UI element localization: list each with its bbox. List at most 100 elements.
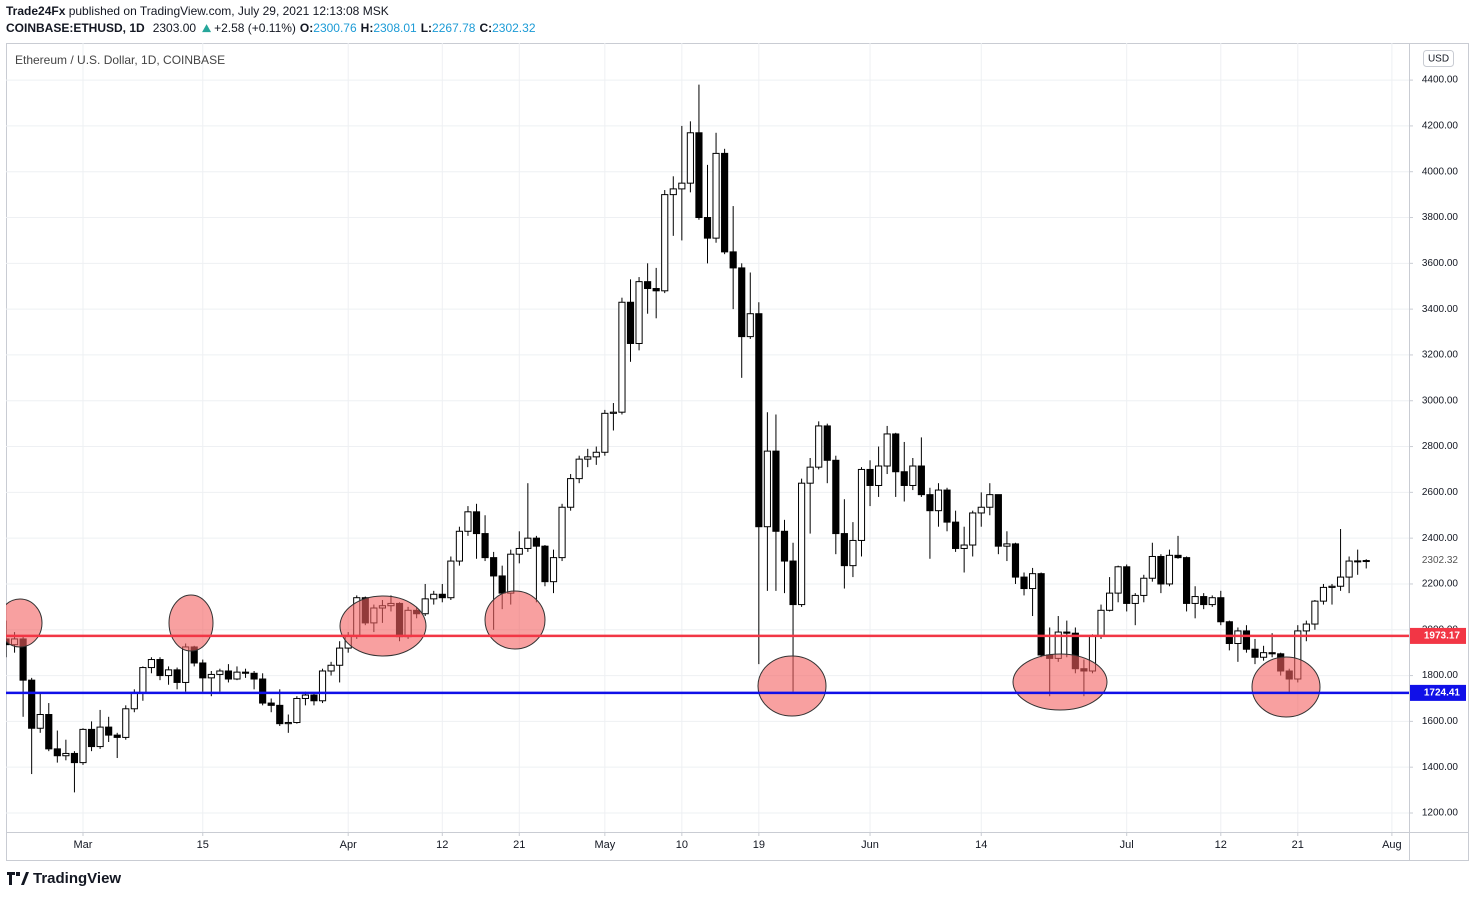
candle-body bbox=[472, 511, 481, 535]
candle-body bbox=[1063, 631, 1071, 634]
price-tag bbox=[1410, 684, 1466, 701]
candle-body bbox=[1311, 600, 1319, 625]
price-tag bbox=[1410, 627, 1466, 644]
x-tick-label: 21 bbox=[1292, 839, 1304, 851]
candle-body bbox=[1174, 554, 1182, 559]
x-tick-label: Jul bbox=[1120, 839, 1134, 851]
candle-body bbox=[857, 468, 866, 541]
candle-body bbox=[28, 679, 36, 729]
o-label: O: bbox=[300, 21, 313, 35]
x-tick-label: Mar bbox=[74, 839, 93, 851]
candle-body bbox=[62, 752, 70, 757]
candle-body bbox=[199, 662, 207, 679]
candle-body bbox=[310, 694, 318, 702]
candle-body bbox=[669, 188, 677, 196]
candle-body bbox=[498, 575, 506, 594]
highlight-circle bbox=[484, 590, 546, 650]
candle-body bbox=[70, 752, 79, 764]
x-tick-label: Jun bbox=[861, 839, 879, 851]
candle-body bbox=[515, 547, 523, 555]
highlight-circle bbox=[757, 655, 827, 717]
price-tag-label: 1973.17 bbox=[1424, 631, 1461, 642]
h-label: H: bbox=[361, 21, 374, 35]
candle-body bbox=[849, 539, 857, 567]
o-value: 2300.76 bbox=[313, 21, 357, 35]
candle-body bbox=[1037, 573, 1045, 656]
candle-body bbox=[130, 692, 138, 710]
candle-body bbox=[977, 506, 985, 514]
candle-body bbox=[909, 465, 917, 486]
candle-body bbox=[241, 671, 250, 674]
c-value: 2302.32 bbox=[492, 21, 536, 35]
candle-body bbox=[635, 281, 643, 344]
candle-body bbox=[1003, 543, 1011, 547]
candle-body bbox=[524, 537, 532, 549]
candle-body bbox=[815, 425, 823, 468]
candle-body bbox=[900, 471, 908, 486]
candle-body bbox=[721, 152, 729, 253]
candle-body bbox=[712, 152, 720, 239]
candle-body bbox=[45, 714, 53, 750]
highlight-circle bbox=[6, 598, 43, 648]
candle-body bbox=[729, 251, 737, 269]
candle-body bbox=[806, 466, 814, 484]
x-tick-label: 14 bbox=[975, 839, 987, 851]
l-value: 2267.78 bbox=[432, 21, 476, 35]
annotations bbox=[6, 590, 1321, 718]
candle-body bbox=[1251, 648, 1259, 658]
candle-body bbox=[618, 301, 626, 413]
candle-body bbox=[447, 560, 455, 599]
candle-body bbox=[755, 313, 763, 528]
chart-title: Ethereum / U.S. Dollar, 1D, COINBASE bbox=[15, 53, 225, 67]
candle-body bbox=[182, 646, 190, 683]
y-tick-label: 4200.00 bbox=[1422, 121, 1459, 132]
candle-body bbox=[421, 598, 429, 615]
candle-body bbox=[532, 537, 540, 547]
change: +2.58 (+0.11%) bbox=[214, 21, 296, 35]
candle-body bbox=[798, 482, 806, 606]
candle-body bbox=[592, 451, 600, 458]
candle-body bbox=[986, 494, 994, 508]
candle-body bbox=[1123, 566, 1131, 604]
candle-body bbox=[250, 672, 258, 680]
candle-body bbox=[164, 669, 173, 677]
candle-body bbox=[840, 533, 848, 567]
candle-body bbox=[507, 553, 515, 594]
candle-body bbox=[490, 557, 498, 577]
y-tick-label: 1200.00 bbox=[1422, 808, 1459, 819]
candle-body bbox=[763, 450, 771, 528]
candle-body bbox=[1259, 652, 1268, 658]
candle-body bbox=[1157, 555, 1165, 585]
candle-body bbox=[1165, 554, 1174, 585]
candle-body bbox=[224, 670, 233, 680]
candle-body bbox=[36, 714, 44, 729]
candle-body bbox=[1217, 597, 1225, 623]
candle-body bbox=[1029, 573, 1037, 590]
candle-body bbox=[661, 194, 669, 292]
candle-body bbox=[284, 722, 292, 725]
candle-body bbox=[122, 708, 130, 738]
x-tick-label: 19 bbox=[753, 839, 765, 851]
candle-body bbox=[1319, 586, 1328, 602]
candle-body bbox=[1148, 555, 1156, 579]
y-tick-label: 2400.00 bbox=[1422, 533, 1459, 544]
candle-body bbox=[584, 456, 592, 460]
highlight-circle bbox=[168, 594, 214, 652]
candle-body bbox=[430, 593, 438, 600]
candle-body bbox=[1020, 576, 1028, 590]
candle-body bbox=[1105, 592, 1114, 611]
publisher: Trade24Fx bbox=[6, 4, 66, 18]
x-tick-label: Aug bbox=[1382, 839, 1402, 851]
change-arrow bbox=[202, 24, 212, 33]
candle-body bbox=[1242, 630, 1251, 650]
candle-body bbox=[960, 544, 968, 549]
y-tick-label: 4000.00 bbox=[1422, 166, 1459, 177]
candle-body bbox=[1302, 623, 1310, 632]
candle-body bbox=[541, 545, 549, 583]
candle-body bbox=[567, 478, 575, 508]
y-tick-label: 2800.00 bbox=[1422, 441, 1459, 452]
candle-body bbox=[917, 465, 925, 496]
candle-body bbox=[267, 702, 275, 706]
candle-body bbox=[259, 678, 267, 704]
candle-body bbox=[207, 673, 215, 679]
